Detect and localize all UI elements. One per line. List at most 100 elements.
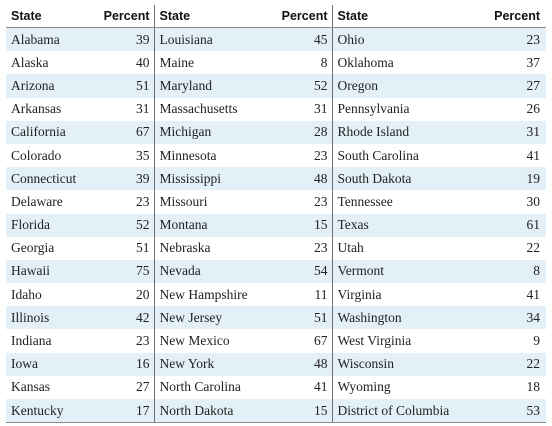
percent-cell: 9: [468, 329, 546, 353]
table-row: Kentucky 17 North Dakota 15 District of Colu…: [6, 399, 546, 424]
table-row: Indiana 23 New Mexico 67 West Virginia 9: [6, 329, 546, 353]
state-percent-table-container: State Percent State Percent State Percen…: [6, 5, 546, 424]
state-cell: North Carolina: [154, 375, 276, 399]
table-body: Alabama 39 Louisiana 45 Ohio 23 Alaska 40 Maine 8…: [6, 27, 546, 424]
state-cell: Ohio: [332, 27, 468, 52]
state-cell: New Mexico: [154, 329, 276, 353]
state-cell: Alaska: [6, 51, 98, 75]
state-cell: West Virginia: [332, 329, 468, 353]
table-row: Florida 52 Montana 15 Texas 61: [6, 213, 546, 237]
state-cell: Kansas: [6, 375, 98, 399]
percent-cell: 41: [468, 143, 546, 168]
state-cell: Maryland: [154, 74, 276, 98]
state-cell: Illinois: [6, 306, 98, 330]
percent-cell: 41: [276, 375, 333, 399]
percent-cell: 26: [468, 97, 546, 121]
percent-cell: 11: [276, 283, 333, 307]
percent-cell: 41: [468, 283, 546, 307]
percent-cell: 23: [276, 190, 333, 214]
percent-cell: 15: [276, 399, 333, 424]
state-cell: North Dakota: [154, 399, 276, 424]
percent-cell: 48: [276, 167, 333, 191]
state-cell: Massachusetts: [154, 97, 276, 121]
percent-cell: 42: [98, 306, 155, 330]
state-cell: Connecticut: [6, 167, 98, 191]
state-cell: District of Columbia: [332, 399, 468, 424]
percent-cell: 61: [468, 213, 546, 237]
state-cell: Vermont: [332, 259, 468, 284]
state-cell: Arkansas: [6, 97, 98, 121]
table-row: California 67 Michigan 28 Rhode Island 31: [6, 120, 546, 144]
percent-cell: 18: [468, 375, 546, 399]
state-cell: New York: [154, 352, 276, 376]
state-cell: Mississippi: [154, 167, 276, 191]
percent-cell: 54: [276, 259, 333, 284]
percent-cell: 34: [468, 306, 546, 330]
percent-cell: 35: [98, 143, 155, 168]
state-cell: Idaho: [6, 283, 98, 307]
state-cell: Iowa: [6, 352, 98, 376]
percent-cell: 20: [98, 283, 155, 307]
state-cell: Michigan: [154, 120, 276, 144]
state-cell: Nebraska: [154, 236, 276, 260]
percent-cell: 53: [468, 399, 546, 424]
state-cell: Florida: [6, 213, 98, 237]
percent-cell: 39: [98, 167, 155, 191]
state-cell: South Carolina: [332, 143, 468, 168]
percent-cell: 30: [468, 190, 546, 214]
state-cell: Pennsylvania: [332, 97, 468, 121]
table-row: Alabama 39 Louisiana 45 Ohio 23: [6, 27, 546, 52]
table-row: Idaho 20 New Hampshire 11 Virginia 41: [6, 283, 546, 307]
state-cell: Kentucky: [6, 399, 98, 424]
state-cell: Indiana: [6, 329, 98, 353]
percent-cell: 28: [276, 120, 333, 144]
state-cell: New Jersey: [154, 306, 276, 330]
table-row: Illinois 42 New Jersey 51 Washington 34: [6, 306, 546, 330]
column-header-percent: Percent: [98, 5, 155, 28]
state-cell: Virginia: [332, 283, 468, 307]
state-cell: Nevada: [154, 259, 276, 284]
state-cell: Wisconsin: [332, 352, 468, 376]
table-row: Alaska 40 Maine 8 Oklahoma 37: [6, 51, 546, 75]
percent-cell: 27: [468, 74, 546, 98]
percent-cell: 23: [468, 27, 546, 52]
percent-cell: 45: [276, 27, 333, 52]
state-cell: Minnesota: [154, 143, 276, 168]
state-cell: Colorado: [6, 143, 98, 168]
state-cell: New Hampshire: [154, 283, 276, 307]
column-header-state: State: [154, 5, 276, 28]
percent-cell: 37: [468, 51, 546, 75]
state-cell: Utah: [332, 236, 468, 260]
table-row: Arkansas 31 Massachusetts 31 Pennsylvania 26: [6, 97, 546, 121]
percent-cell: 17: [98, 399, 155, 424]
percent-cell: 48: [276, 352, 333, 376]
table-row: Iowa 16 New York 48 Wisconsin 22: [6, 352, 546, 376]
percent-cell: 51: [98, 74, 155, 98]
percent-cell: 67: [98, 120, 155, 144]
percent-cell: 8: [468, 259, 546, 284]
state-cell: Delaware: [6, 190, 98, 214]
column-header-percent: Percent: [468, 5, 546, 28]
column-header-state: State: [332, 5, 468, 28]
percent-cell: 23: [98, 190, 155, 214]
table-row: Kansas 27 North Carolina 41 Wyoming 18: [6, 375, 546, 399]
table-row: Arizona 51 Maryland 52 Oregon 27: [6, 74, 546, 98]
percent-cell: 22: [468, 352, 546, 376]
state-percent-table: State Percent State Percent State Percen…: [6, 5, 546, 424]
percent-cell: 67: [276, 329, 333, 353]
percent-cell: 22: [468, 236, 546, 260]
state-cell: Alabama: [6, 27, 98, 52]
state-cell: California: [6, 120, 98, 144]
table-row: Connecticut 39 Mississippi 48 South Dakota 19: [6, 167, 546, 191]
table-row: Delaware 23 Missouri 23 Tennessee 30: [6, 190, 546, 214]
state-cell: Georgia: [6, 236, 98, 260]
state-cell: Oklahoma: [332, 51, 468, 75]
column-header-state: State: [6, 5, 98, 28]
percent-cell: 16: [98, 352, 155, 376]
percent-cell: 19: [468, 167, 546, 191]
state-cell: Washington: [332, 306, 468, 330]
state-cell: Missouri: [154, 190, 276, 214]
percent-cell: 31: [468, 120, 546, 144]
percent-cell: 23: [276, 143, 333, 168]
percent-cell: 52: [98, 213, 155, 237]
